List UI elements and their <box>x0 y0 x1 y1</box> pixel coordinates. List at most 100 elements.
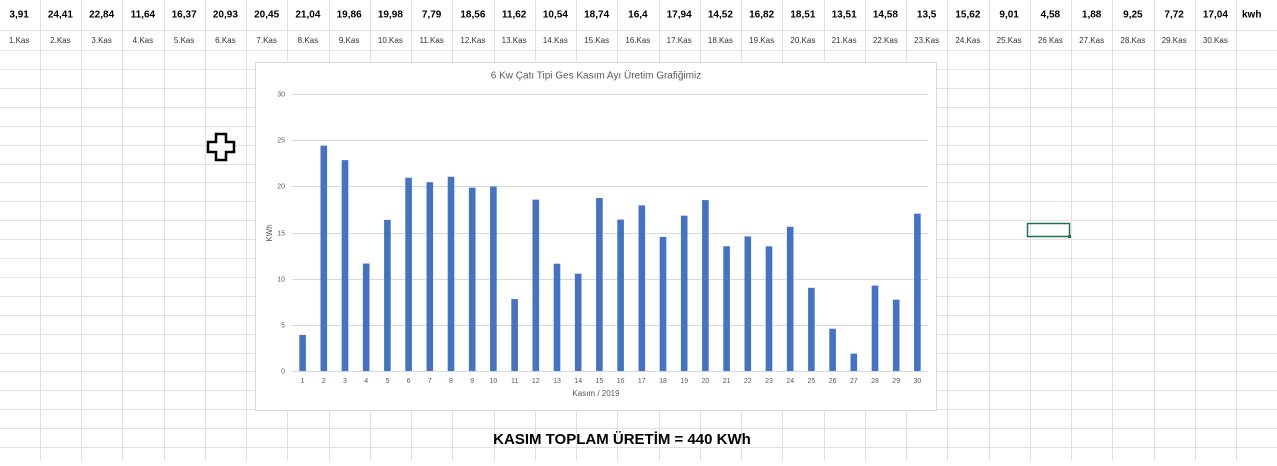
cell-day: 29.Kas <box>1162 36 1187 45</box>
bar <box>596 197 603 371</box>
bar <box>447 176 455 371</box>
x-tick-label: 16 <box>617 378 625 385</box>
cell-day: 25.Kas <box>997 36 1022 45</box>
bar <box>362 263 370 371</box>
cursor <box>206 132 236 162</box>
x-axis-label: Kasım / 2019 <box>572 389 620 398</box>
cell-value: 13,51 <box>832 10 857 21</box>
bar <box>829 328 836 371</box>
bar <box>892 299 900 371</box>
x-tick-label: 27 <box>850 378 858 385</box>
x-tick-label: 23 <box>765 378 773 385</box>
selected-cell[interactable] <box>1026 222 1071 238</box>
cell-value: 22,84 <box>89 10 114 21</box>
fill-handle[interactable] <box>1068 235 1071 238</box>
x-tick-label: 7 <box>428 378 432 385</box>
x-tick-label: 17 <box>638 378 646 385</box>
y-axis-label: KWh <box>265 224 274 241</box>
cell-day: 16.Kas <box>625 36 650 45</box>
bar <box>914 213 921 371</box>
x-tick-label: 10 <box>490 378 498 385</box>
cell-day: 12.Kas <box>460 36 485 45</box>
bar <box>680 215 688 371</box>
y-tick-label: 0 <box>281 368 285 375</box>
y-tick-label: 30 <box>277 91 285 98</box>
y-tick-label: 15 <box>277 230 285 237</box>
cell-day: 2.Kas <box>50 36 70 45</box>
bar <box>744 236 752 371</box>
chart-title: 6 Kw Çatı Tipi Ges Kasım Ayı Üretim Graf… <box>491 70 701 82</box>
cell-value: 7,79 <box>422 10 442 21</box>
cell-day: 28.Kas <box>1120 36 1145 45</box>
cell-day: 23.Kas <box>914 36 939 45</box>
x-tick-label: 30 <box>914 378 922 385</box>
bar <box>617 219 624 371</box>
x-tick-label: 28 <box>871 378 879 385</box>
bar <box>384 219 391 371</box>
cell-day: 30.Kas <box>1203 36 1228 45</box>
cell-day: 5.Kas <box>174 36 194 45</box>
bar <box>320 145 328 371</box>
x-tick-label: 19 <box>680 378 688 385</box>
cell-day: 11.Kas <box>419 36 443 45</box>
y-tick-label: 20 <box>277 183 285 190</box>
cell-value: 9,25 <box>1123 10 1143 21</box>
bar <box>299 334 306 371</box>
cell-value: 17,94 <box>667 10 692 21</box>
cell-value: 17,04 <box>1203 10 1228 21</box>
cell-value: 13,5 <box>917 10 937 21</box>
cell-value: 21,04 <box>295 10 320 21</box>
cell-day: 6.Kas <box>215 36 235 45</box>
cell-value: 24,41 <box>48 10 73 21</box>
bar <box>553 263 561 371</box>
total-label: KASIM TOPLAM ÜRETİM = 440 KWh <box>493 431 751 448</box>
bar <box>786 226 794 371</box>
cell-day: 1.Kas <box>9 36 29 45</box>
cell-day: 24.Kas <box>955 36 980 45</box>
bar <box>511 299 518 371</box>
x-tick-label: 26 <box>829 378 837 385</box>
bar <box>468 187 476 371</box>
x-tick-label: 29 <box>892 378 900 385</box>
bar <box>341 160 349 371</box>
y-tick-label: 25 <box>277 137 285 144</box>
cell-value: 16,37 <box>172 10 197 21</box>
cell-value: 20,93 <box>213 10 238 21</box>
cell-day: 15.Kas <box>584 36 609 45</box>
x-tick-label: 6 <box>407 378 411 385</box>
cell-day: 18.Kas <box>708 36 733 45</box>
bar <box>808 287 815 371</box>
cell-day: 7.Kas <box>256 36 276 45</box>
cell-value: 14,52 <box>708 10 733 21</box>
cell-value: 10,54 <box>543 10 568 21</box>
bar <box>723 246 730 371</box>
cell-day: 4.Kas <box>133 36 153 45</box>
x-tick-label: 20 <box>702 378 710 385</box>
cell-day: 19.Kas <box>749 36 774 45</box>
x-tick-label: 8 <box>449 378 453 385</box>
cell-day: 27.Kas <box>1079 36 1104 45</box>
x-tick-label: 21 <box>723 378 731 385</box>
cell-day: 22.Kas <box>873 36 898 45</box>
bar <box>871 285 879 371</box>
cell-value: 19,86 <box>337 10 362 21</box>
cell-value: 1,88 <box>1082 10 1102 21</box>
cell-value: 11,64 <box>131 10 156 21</box>
bar <box>426 182 434 371</box>
bar <box>490 186 497 371</box>
cell-value: 9,01 <box>999 10 1019 21</box>
x-tick-label: 12 <box>532 378 540 385</box>
cell-value: 14,58 <box>873 10 898 21</box>
cell-day: 9.Kas <box>339 36 359 45</box>
chart: 6 Kw Çatı Tipi Ges Kasım Ayı Üretim Graf… <box>265 70 928 398</box>
x-tick-label: 24 <box>786 378 794 385</box>
y-tick-label: 10 <box>277 276 285 283</box>
bar <box>850 353 858 371</box>
cell-value: 18,51 <box>790 10 815 21</box>
cell-day: 17.Kas <box>667 36 692 45</box>
cell-value: 15,62 <box>955 10 980 21</box>
x-tick-label: 2 <box>322 378 326 385</box>
bar <box>574 273 582 371</box>
cell-day: 21.Kas <box>832 36 857 45</box>
